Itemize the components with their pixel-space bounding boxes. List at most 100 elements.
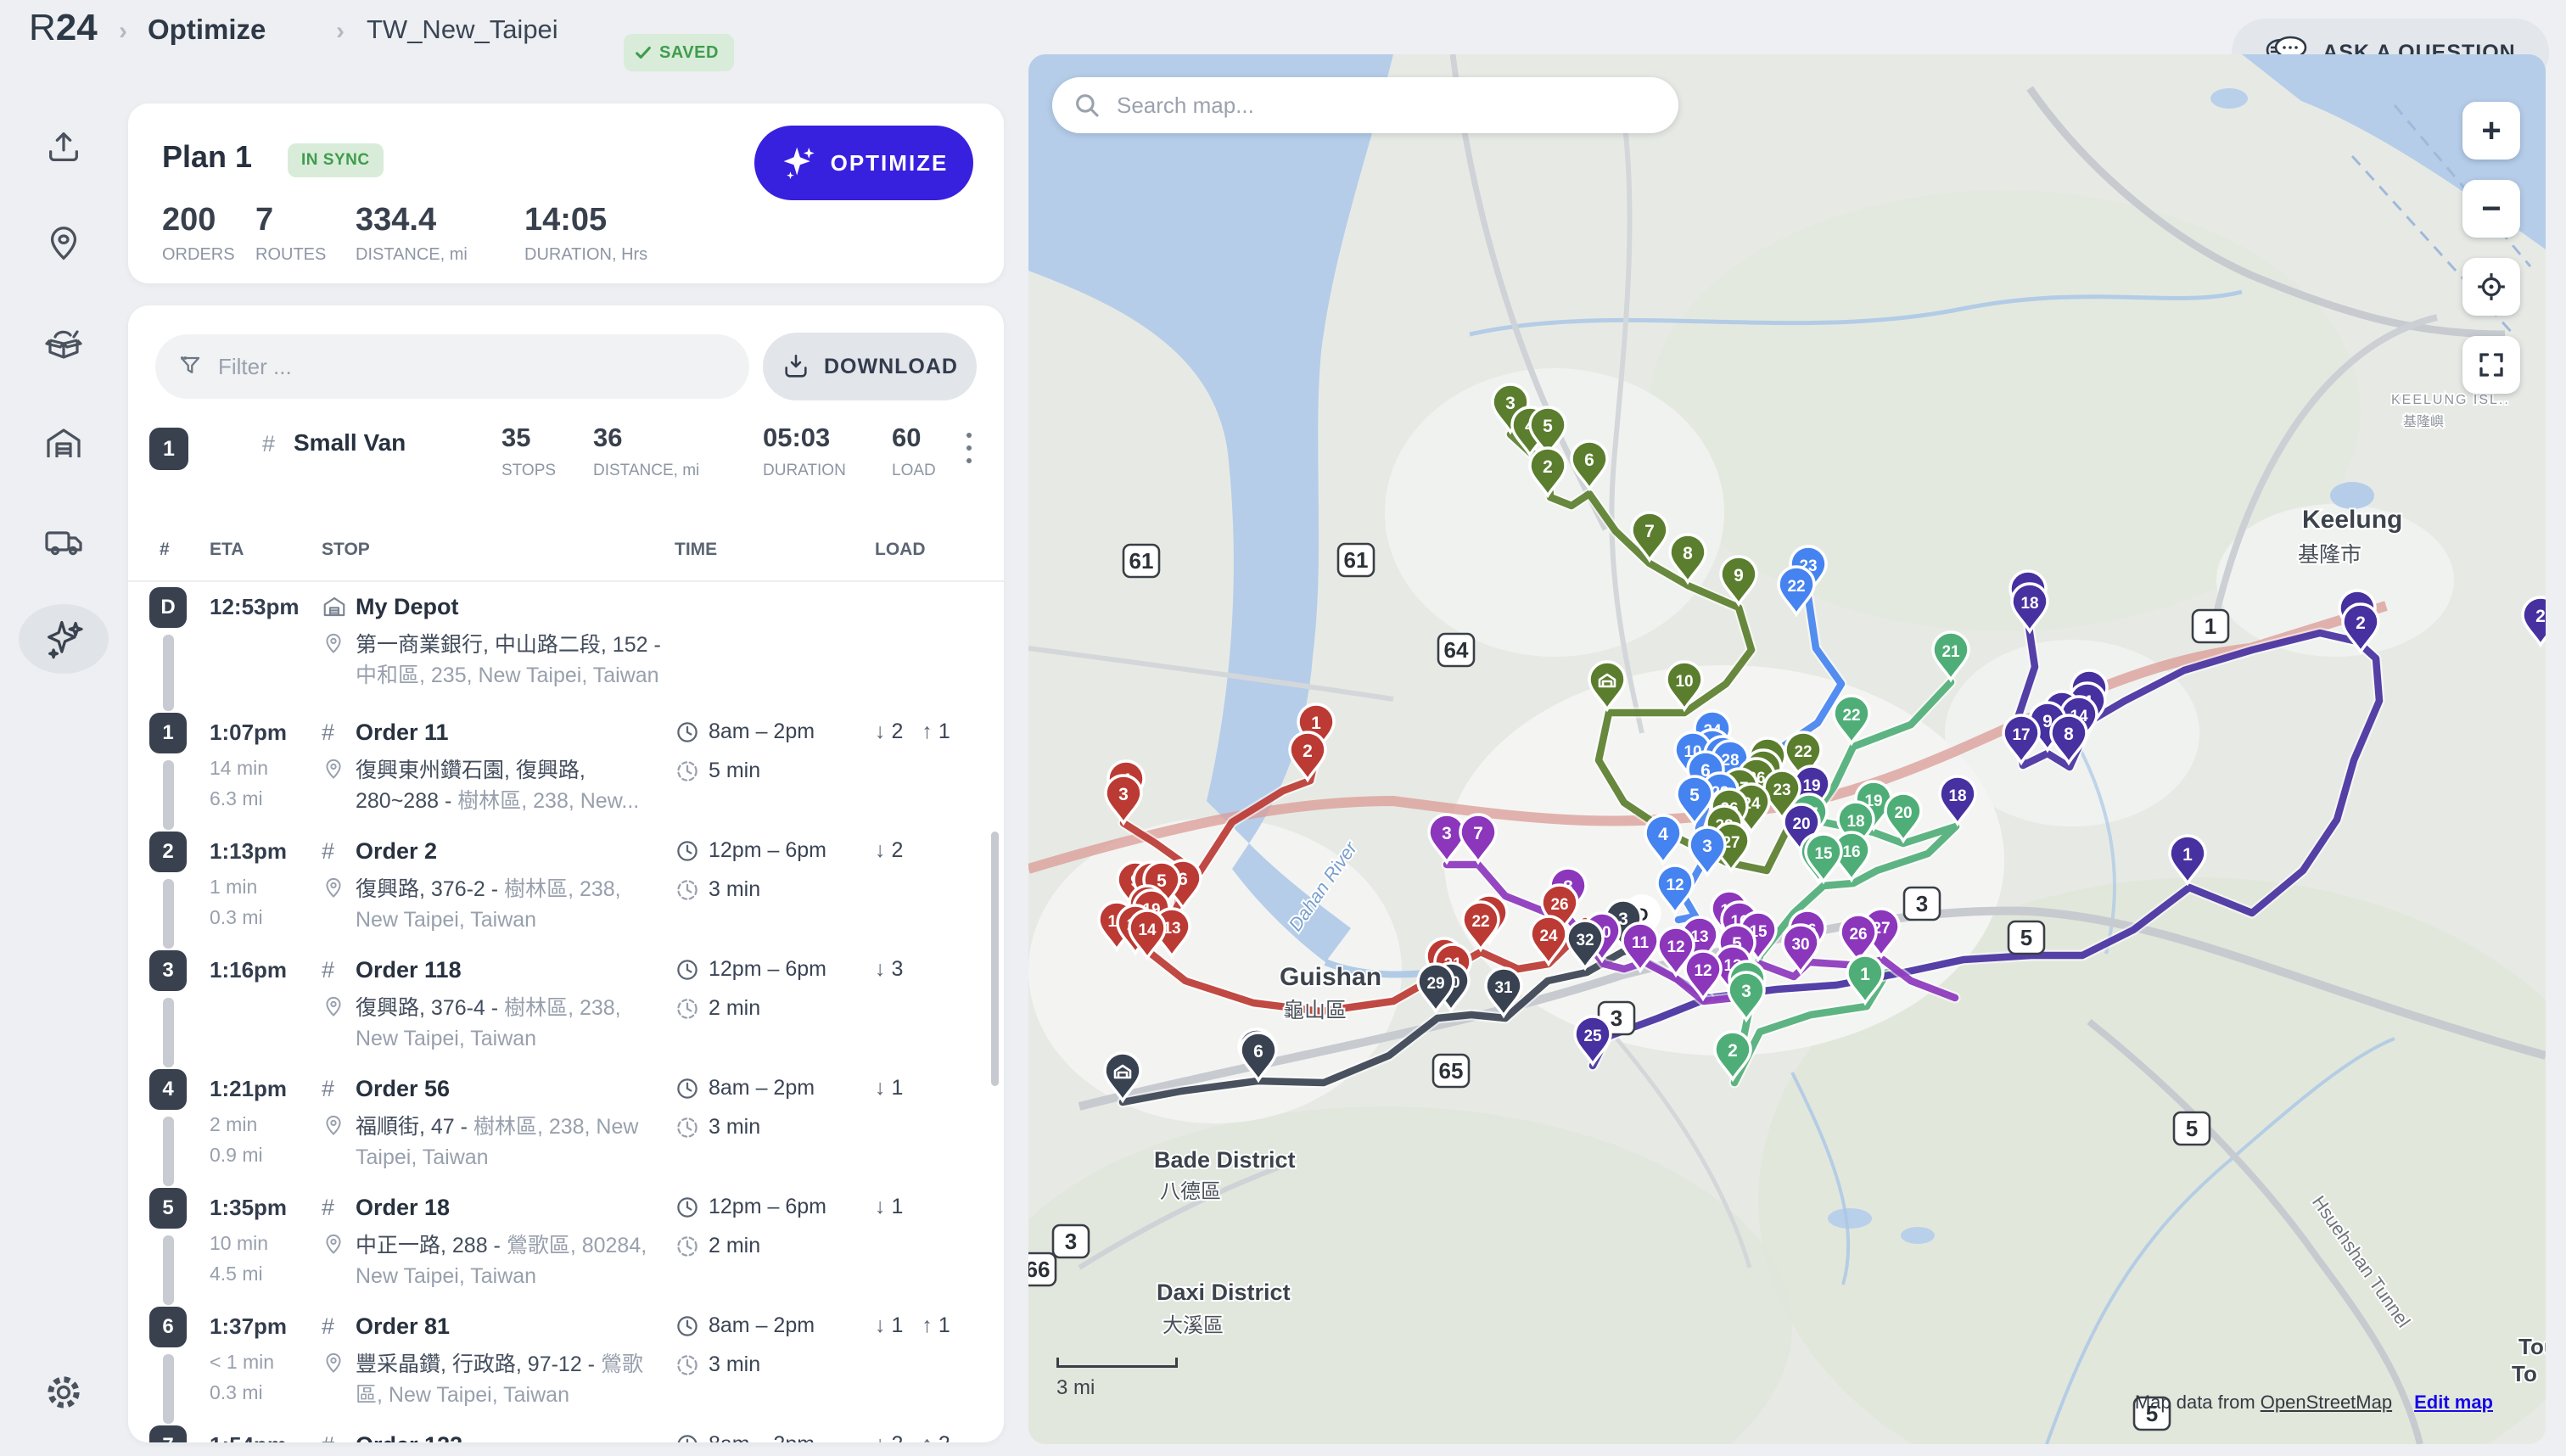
panel-scrollbar[interactable] [991, 832, 999, 1086]
map-search-input[interactable] [1117, 92, 1626, 119]
vehicle-truck-icon[interactable] [37, 515, 90, 568]
edit-map-link[interactable]: Edit map [2414, 1392, 2493, 1413]
stop-marker-indigo-18[interactable]: 18 [1938, 775, 1977, 827]
travel-distance: 0.3 mi [210, 906, 263, 928]
app-logo[interactable]: R24 [29, 7, 98, 48]
stop-row-1[interactable]: 1 1:07pm 14 min 6.3 mi # Order 11 復興東州鑽石園, 復興路… [128, 713, 1004, 832]
map-canvas[interactable]: 61 61 64 1 3 3 3 5 5 65 66 5 Keelung 基隆市 KEELUNG ISL..… [1028, 54, 2546, 1444]
stop-marker-green-20[interactable]: 20 [1884, 792, 1923, 844]
stop-title: My Depot [356, 594, 459, 619]
stop-row-2[interactable]: 2 1:13pm 1 min 0.3 mi # Order 2 復興路, 376-2 - 樹… [128, 832, 1004, 950]
stop-marker-red-22[interactable]: 22 [1461, 900, 1500, 953]
time-window: 8am – 2pm [709, 1076, 815, 1100]
route-summary-row[interactable]: 1 # Small Van 35 STOPS 36 DISTANCE, mi 05:03… [128, 414, 1004, 509]
openstreetmap-link[interactable]: OpenStreetMap [2260, 1392, 2393, 1413]
stop-marker-purple-26[interactable]: 26 [1839, 913, 1878, 966]
svg-text:6: 6 [1700, 761, 1711, 781]
stop-marker-indigo-17[interactable]: 17 [2002, 714, 2041, 766]
map-pin-icon[interactable] [37, 217, 90, 270]
stop-marker-green-1[interactable]: 1 [1846, 954, 1885, 1006]
route-menu-kebab-icon[interactable] [956, 433, 982, 463]
stop-marker-purple-13[interactable]: 13 [1680, 916, 1719, 968]
stop-marker-indigo-1[interactable]: 1 [2168, 834, 2207, 887]
stop-row-D[interactable]: D 12:53pm My Depot 第一商業銀行, 中山路二段, 152 - 中和區… [128, 587, 1004, 713]
stop-marker-green-18[interactable]: 18 [1836, 800, 1875, 853]
depot-icon[interactable] [37, 417, 90, 470]
stop-title: Order 56 [356, 1076, 451, 1101]
stop-marker-olive-22[interactable]: 22 [1784, 731, 1823, 783]
stop-marker-red-1[interactable]: 1 [1297, 703, 1336, 755]
stop-marker-blue-5[interactable]: 5 [1675, 775, 1714, 827]
stop-marker-olive-depot[interactable] [1588, 660, 1627, 713]
stop-marker-olive-7[interactable]: 7 [1630, 511, 1669, 563]
stop-marker-purple-7[interactable]: 7 [1459, 813, 1498, 865]
stop-marker-red-2[interactable]: 2 [1288, 731, 1327, 783]
stops-table-header: # ETA STOP TIME LOAD [128, 521, 1004, 582]
stop-marker-green-15[interactable]: 15 [1804, 832, 1843, 885]
optimize-button[interactable]: OPTIMIZE [754, 126, 973, 200]
stop-row-6[interactable]: 6 1:37pm < 1 min 0.3 mi # Order 81 豐采晶鑽, 行政路, … [128, 1307, 1004, 1425]
stop-marker-purple-30[interactable]: 30 [1781, 923, 1820, 976]
breadcrumb-optimize[interactable]: Optimize [148, 14, 266, 45]
stop-marker-olive-5[interactable]: 5 [1528, 406, 1567, 458]
stop-marker-indigo-18[interactable]: 18 [2010, 582, 2049, 635]
stop-marker-olive-2[interactable]: 2 [1528, 446, 1567, 499]
stop-marker-dark-29[interactable]: 29 [1416, 962, 1455, 1015]
stop-marker-red-3[interactable]: 3 [1104, 774, 1143, 826]
stop-marker-indigo-2[interactable]: 2 [2341, 602, 2380, 655]
stop-marker-olive-10[interactable]: 10 [1665, 660, 1704, 713]
svg-text:4: 4 [1658, 825, 1668, 844]
fullscreen-button[interactable] [2462, 336, 2520, 394]
stop-marker-red-26[interactable]: 26 [1540, 883, 1579, 936]
stop-marker-red-14[interactable]: 14 [1128, 909, 1167, 961]
stop-marker-blue-4[interactable]: 4 [1644, 814, 1683, 866]
stop-marker-dark-31[interactable]: 31 [1484, 966, 1523, 1019]
stop-marker-olive-6[interactable]: 6 [1570, 440, 1609, 492]
download-button[interactable]: DOWNLOAD [763, 333, 977, 400]
stop-marker-purple-11[interactable]: 11 [1621, 921, 1660, 974]
stop-marker-dark-32[interactable]: 32 [1566, 919, 1605, 972]
stop-marker-red-24[interactable]: 24 [1529, 915, 1568, 967]
stop-marker-blue-22[interactable]: 22 [1777, 565, 1816, 618]
stop-eta: 12:53pm [210, 594, 300, 619]
stop-marker-dark-6[interactable]: 6 [1239, 1031, 1278, 1084]
stop-row-5[interactable]: 5 1:35pm 10 min 4.5 mi # Order 18 中正一路, 288 - … [128, 1188, 1004, 1307]
stop-marker-indigo-2[interactable]: 2 [2521, 596, 2546, 648]
travel-distance: 0.9 mi [210, 1144, 263, 1166]
svg-text:6: 6 [1584, 451, 1594, 470]
stop-row-3[interactable]: 3 1:16pm # Order 118 復興路, 376-4 - 樹林區, 238, … [128, 950, 1004, 1069]
stop-marker-indigo-20[interactable]: 20 [1782, 803, 1821, 855]
stop-row-7[interactable]: 7 1:54pm # Order 122 8am – 2pm ↓ 2↑ 2 [128, 1425, 1004, 1442]
stop-marker-blue-12[interactable]: 12 [1656, 864, 1695, 916]
stop-marker-green-3[interactable]: 3 [1727, 971, 1766, 1023]
stop-marker-olive-9[interactable]: 9 [1719, 555, 1758, 608]
settings-gear-icon[interactable] [37, 1366, 90, 1419]
filter-input[interactable] [218, 353, 693, 380]
stop-marker-indigo-8[interactable]: 8 [2049, 714, 2088, 766]
stop-marker-green-2[interactable]: 2 [1713, 1030, 1752, 1083]
stop-marker-olive-8[interactable]: 8 [1668, 533, 1707, 585]
stop-marker-purple-12[interactable]: 12 [1684, 949, 1723, 1002]
zoom-out-button[interactable]: − [2462, 180, 2520, 238]
stop-marker-blue-3[interactable]: 3 [1688, 826, 1727, 878]
stop-marker-green-22[interactable]: 22 [1832, 694, 1871, 747]
breadcrumb-plan-name[interactable]: TW_New_Taipei [367, 14, 558, 44]
optimize-sparkle-icon[interactable] [19, 604, 109, 674]
service-time: 3 min [709, 877, 761, 901]
stop-marker-green-21[interactable]: 21 [1931, 630, 1970, 683]
zoom-in-button[interactable]: + [2462, 102, 2520, 160]
map-scale: 3 mi [1056, 1358, 1178, 1400]
upload-icon[interactable] [37, 120, 90, 173]
svg-text:3: 3 [1702, 837, 1712, 856]
stop-marker-indigo-25[interactable]: 25 [1573, 1015, 1612, 1067]
stop-row-4[interactable]: 4 1:21pm 2 min 0.9 mi # Order 56 福順街, 47 - 樹林區… [128, 1069, 1004, 1188]
locate-button[interactable] [2462, 258, 2520, 316]
stop-marker-purple-12[interactable]: 12 [1656, 926, 1695, 978]
route-path-dark [1118, 943, 1646, 1106]
time-window: 8am – 2pm [709, 1432, 815, 1442]
stop-marker-dark-depot[interactable] [1103, 1051, 1142, 1104]
stop-number-badge: 3 [149, 950, 187, 991]
road-shield-3: 3 [1051, 1224, 1090, 1259]
pin-icon [322, 1232, 345, 1260]
orders-box-icon[interactable] [37, 317, 90, 370]
